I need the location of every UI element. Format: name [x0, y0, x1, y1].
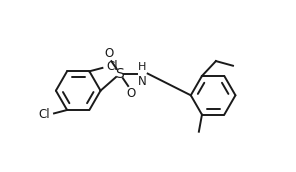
Text: O: O	[104, 47, 114, 60]
Text: Cl: Cl	[38, 108, 50, 121]
Text: H: H	[138, 62, 146, 72]
Text: O: O	[126, 87, 135, 100]
Text: S: S	[115, 67, 124, 81]
Text: Cl: Cl	[107, 60, 118, 73]
Text: N: N	[138, 75, 147, 88]
